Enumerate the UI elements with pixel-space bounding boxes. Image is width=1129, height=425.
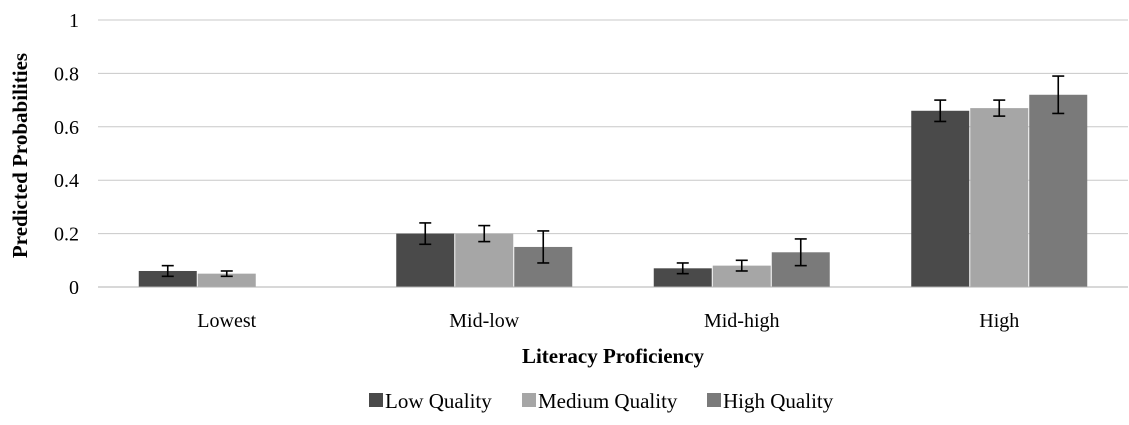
error-bar bbox=[934, 99, 947, 123]
error-bar bbox=[161, 264, 174, 278]
legend-swatch bbox=[707, 393, 721, 407]
x-category-label: Mid-high bbox=[704, 310, 780, 332]
x-category-labels: Lowest Mid-low Mid-high High bbox=[197, 310, 1019, 332]
error-bar bbox=[676, 262, 689, 275]
y-tick-label: 0.4 bbox=[54, 170, 79, 192]
x-axis-title: Literacy Proficiency bbox=[522, 344, 705, 368]
error-bar bbox=[735, 259, 748, 272]
y-tick-label: 0.2 bbox=[54, 224, 79, 246]
bar-low-quality-high bbox=[911, 110, 970, 287]
y-tick-label: 0.6 bbox=[54, 117, 79, 139]
bar-medium-quality-mid-high bbox=[712, 265, 771, 287]
y-tick-labels: 0 0.2 0.4 0.6 0.8 1 bbox=[54, 10, 79, 299]
legend-swatch bbox=[522, 393, 536, 407]
error-bar bbox=[993, 99, 1006, 117]
error-bars bbox=[161, 75, 1065, 278]
y-tick-label: 0.8 bbox=[54, 63, 79, 85]
legend-swatch bbox=[369, 393, 383, 407]
y-axis-title: Predicted Probabilities bbox=[8, 53, 32, 258]
x-category-label: Lowest bbox=[197, 310, 256, 332]
y-tick-label: 0 bbox=[69, 277, 79, 299]
bar-low-quality-mid-high bbox=[653, 268, 712, 287]
legend-item-low-quality: Low Quality bbox=[369, 389, 492, 413]
error-bar bbox=[419, 222, 432, 246]
y-tick-label: 1 bbox=[69, 10, 79, 32]
bars bbox=[138, 94, 1088, 287]
error-bar bbox=[1052, 75, 1065, 115]
error-bar bbox=[794, 238, 807, 267]
bar-medium-quality-lowest bbox=[197, 273, 256, 287]
legend-label: Medium Quality bbox=[538, 389, 678, 413]
x-category-label: Mid-low bbox=[449, 310, 520, 332]
legend-label: High Quality bbox=[723, 389, 834, 413]
bar-low-quality-lowest bbox=[138, 270, 197, 287]
x-category-label: High bbox=[979, 310, 1019, 332]
error-bar bbox=[478, 224, 491, 243]
legend-item-medium-quality: Medium Quality bbox=[522, 389, 678, 413]
legend-label: Low Quality bbox=[385, 389, 492, 413]
error-bar bbox=[220, 270, 233, 278]
legend: Low Quality Medium Quality High Quality bbox=[369, 389, 834, 413]
legend-item-high-quality: High Quality bbox=[707, 389, 834, 413]
bar-medium-quality-mid-low bbox=[455, 233, 514, 287]
error-bar bbox=[537, 230, 550, 264]
bar-high-quality-high bbox=[1029, 94, 1088, 287]
bar-medium-quality-high bbox=[970, 108, 1029, 287]
